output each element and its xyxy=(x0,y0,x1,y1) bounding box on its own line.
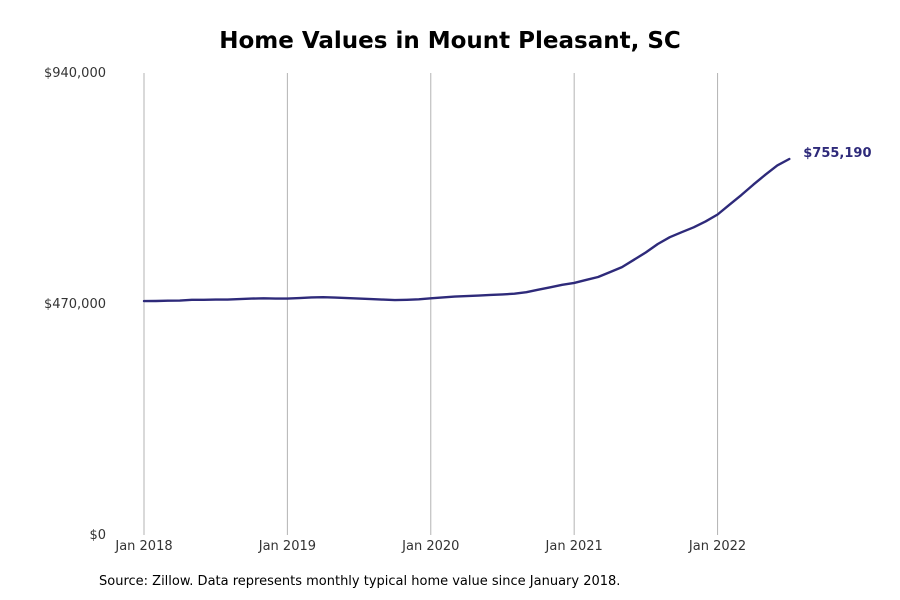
data-point xyxy=(776,164,778,166)
data-point xyxy=(203,299,205,301)
x-tick-label: Jan 2021 xyxy=(545,539,603,554)
data-point xyxy=(298,297,300,299)
data-point xyxy=(406,299,408,301)
data-point xyxy=(143,300,145,302)
data-point xyxy=(262,297,264,299)
x-tick-label: Jan 2018 xyxy=(114,539,172,554)
data-point xyxy=(489,294,491,296)
x-tick-label: Jan 2022 xyxy=(688,539,746,554)
data-point xyxy=(155,300,157,302)
axis-labels: Jan 2018 Jan 2019 Jan 2020 Jan 2021 Jan 2022… xyxy=(44,66,746,554)
data-point xyxy=(454,295,456,297)
data-point xyxy=(370,298,372,300)
data-point xyxy=(621,266,623,268)
gridlines xyxy=(143,73,719,535)
x-tick-label: Jan 2019 xyxy=(258,539,316,554)
data-point xyxy=(669,236,671,238)
data-point xyxy=(382,298,384,300)
data-point xyxy=(394,299,396,301)
data-point xyxy=(716,213,718,215)
data-point xyxy=(728,204,730,206)
data-point xyxy=(609,271,611,273)
data-point xyxy=(346,297,348,299)
data-point xyxy=(525,291,527,293)
chart-title: Home Values in Mount Pleasant, SC xyxy=(219,28,681,54)
data-point xyxy=(418,298,420,300)
x-tick-label: Jan 2020 xyxy=(401,539,459,554)
data-point xyxy=(310,296,312,298)
data-point xyxy=(179,299,181,301)
data-point xyxy=(740,194,742,196)
data-point xyxy=(322,296,324,298)
data-point xyxy=(358,297,360,299)
data-point xyxy=(788,158,790,160)
data-point xyxy=(167,300,169,302)
series-line xyxy=(142,157,791,303)
data-point xyxy=(633,259,635,261)
data-point xyxy=(250,297,252,299)
data-point xyxy=(704,220,706,222)
y-tick-label: $470,000 xyxy=(44,297,106,312)
y-tick-label: $940,000 xyxy=(44,66,106,81)
data-point xyxy=(286,297,288,299)
data-point xyxy=(274,297,276,299)
data-point xyxy=(645,251,647,253)
series-layer: $755,190 xyxy=(142,146,872,303)
data-point xyxy=(442,296,444,298)
data-point xyxy=(549,286,551,288)
data-point xyxy=(238,298,240,300)
data-point xyxy=(430,297,432,299)
source-note: Source: Zillow. Data represents monthly … xyxy=(99,574,621,589)
data-point xyxy=(561,284,563,286)
data-point xyxy=(513,293,515,295)
y-tick-label: $0 xyxy=(89,528,106,543)
data-point xyxy=(752,183,754,185)
data-point xyxy=(215,298,217,300)
data-point xyxy=(501,293,503,295)
data-point xyxy=(465,295,467,297)
data-point xyxy=(191,299,193,301)
data-point xyxy=(693,226,695,228)
data-point xyxy=(477,294,479,296)
data-point xyxy=(334,296,336,298)
end-value-label: $755,190 xyxy=(803,146,871,161)
data-point xyxy=(681,231,683,233)
data-point xyxy=(597,276,599,278)
data-point xyxy=(585,279,587,281)
data-point xyxy=(537,289,539,291)
data-point xyxy=(226,298,228,300)
data-point xyxy=(573,282,575,284)
data-point xyxy=(764,174,766,176)
data-point xyxy=(657,243,659,245)
